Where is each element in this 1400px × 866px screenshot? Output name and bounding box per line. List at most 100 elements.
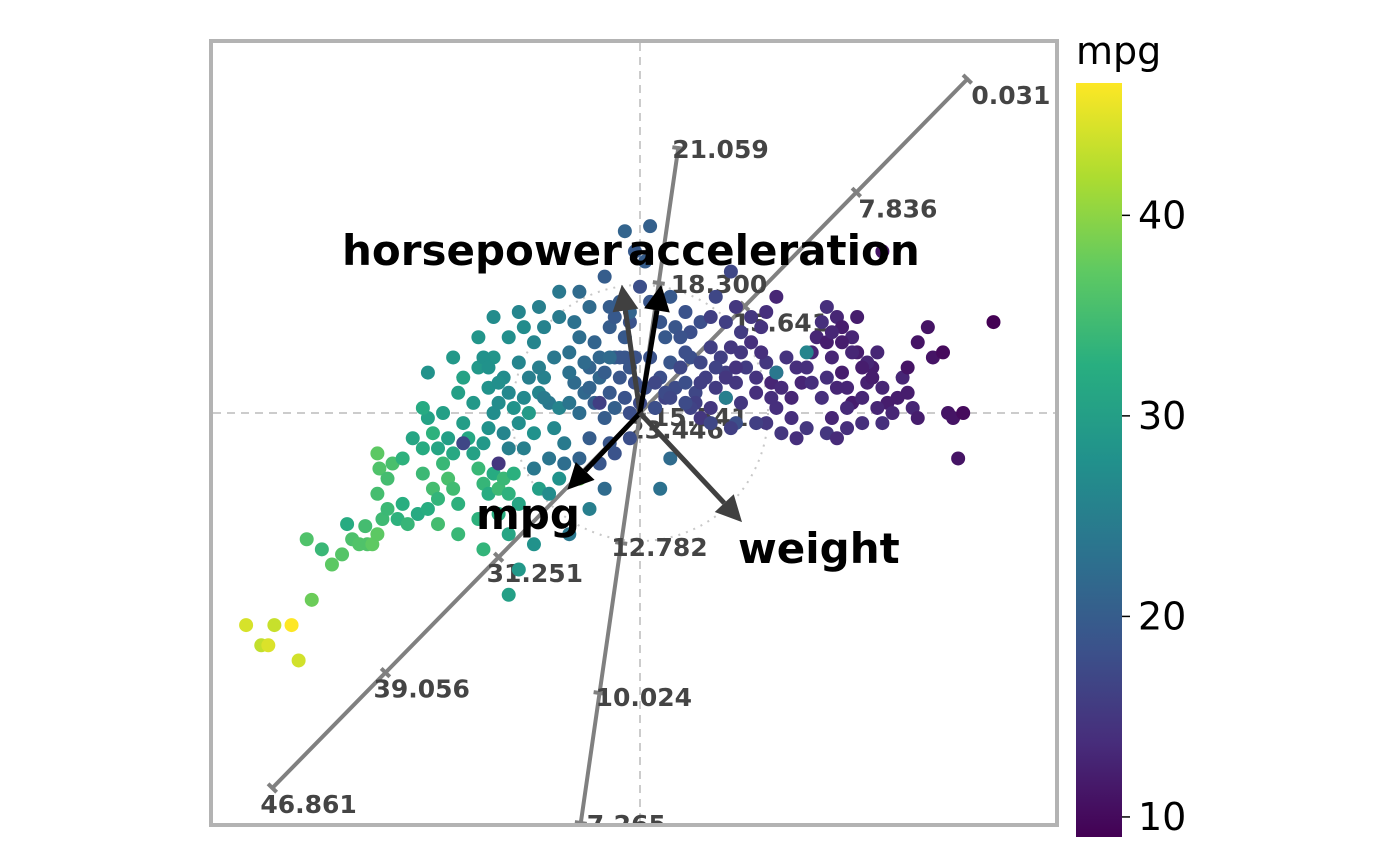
data-point <box>532 299 546 314</box>
data-point <box>572 330 587 345</box>
data-point <box>501 486 516 501</box>
mpg-axis-tick <box>850 186 863 198</box>
horsepower-vector-label: horsepower <box>342 226 622 275</box>
data-point <box>835 365 849 380</box>
data-point <box>284 618 299 633</box>
data-point <box>855 416 870 431</box>
data-point <box>587 335 602 350</box>
data-point <box>547 350 562 365</box>
data-point <box>744 335 759 350</box>
data-point <box>511 496 526 511</box>
data-point <box>521 370 536 385</box>
data-point <box>814 315 829 330</box>
mpg-axis-tick <box>492 551 505 563</box>
data-point <box>506 400 521 415</box>
data-point <box>678 395 693 410</box>
data-point <box>956 406 971 420</box>
data-point <box>239 618 254 633</box>
data-point <box>663 390 678 405</box>
weight-vector-label: weight <box>738 524 900 573</box>
data-point <box>547 421 562 436</box>
data-point <box>562 527 577 542</box>
data-point <box>582 380 597 395</box>
data-point <box>415 400 430 415</box>
horsepower-arrowhead <box>612 284 639 313</box>
data-point <box>703 400 718 415</box>
data-point <box>840 380 855 395</box>
data-point <box>774 426 789 441</box>
data-point <box>633 279 647 294</box>
data-point <box>779 350 794 365</box>
data-point <box>653 481 668 496</box>
data-point <box>335 547 350 562</box>
data-point <box>824 325 839 340</box>
data-point <box>627 244 642 259</box>
colorbar-title: mpg <box>1076 29 1161 73</box>
mpg-axis-tick <box>379 666 392 679</box>
data-point <box>526 426 541 441</box>
data-point <box>829 431 844 446</box>
data-point <box>799 421 814 436</box>
data-point <box>582 501 597 516</box>
data-point <box>875 244 890 259</box>
data-point <box>749 416 764 431</box>
data-point <box>951 451 966 466</box>
data-point <box>607 310 622 325</box>
data-point <box>648 400 663 415</box>
data-point <box>754 345 769 360</box>
data-point <box>693 355 708 370</box>
data-point <box>718 390 733 405</box>
data-point <box>708 380 723 395</box>
data-point <box>501 587 516 602</box>
data-point <box>840 421 855 436</box>
data-point <box>501 385 516 400</box>
acceleration-axis-tick <box>593 690 606 696</box>
data-point <box>481 421 496 436</box>
acceleration-vector-label: acceleration <box>628 226 920 275</box>
data-point <box>552 284 567 299</box>
data-point <box>511 562 526 577</box>
data-point <box>395 496 410 511</box>
data-point <box>617 224 632 239</box>
data-point <box>602 385 617 400</box>
data-point <box>678 345 693 360</box>
acceleration-axis-tick-label: 12.782 <box>611 533 707 562</box>
data-point <box>597 365 612 380</box>
data-point <box>441 431 456 446</box>
data-point <box>476 436 491 451</box>
data-point <box>607 400 622 415</box>
data-point <box>299 532 314 547</box>
data-point <box>602 350 617 365</box>
data-point <box>552 471 567 486</box>
data-point <box>486 310 501 325</box>
data-point <box>718 370 733 385</box>
data-point <box>819 299 834 314</box>
mpg-axis-tick-label: 0.031 <box>971 81 1050 110</box>
data-point <box>446 481 461 496</box>
data-point <box>511 416 526 431</box>
data-point <box>471 461 486 476</box>
colorbar-tick-label: 40 <box>1138 193 1186 237</box>
horsepower-loading-vector <box>622 310 643 414</box>
data-point <box>612 350 627 365</box>
data-point <box>845 345 860 360</box>
mpg-loading-vector <box>583 411 642 473</box>
data-point <box>380 471 395 486</box>
data-point <box>562 365 577 380</box>
data-point <box>885 406 900 420</box>
data-point <box>451 496 466 511</box>
acceleration-axis-tick-label: 10.024 <box>596 683 692 712</box>
data-point <box>436 456 451 471</box>
data-point <box>491 375 506 390</box>
data-point <box>774 380 789 395</box>
data-point <box>739 360 754 375</box>
colorbar-tick-label: 20 <box>1138 594 1186 638</box>
data-point <box>425 426 440 441</box>
data-point <box>799 360 814 375</box>
data-point <box>456 416 471 431</box>
data-point <box>324 557 339 572</box>
data-point <box>481 360 496 375</box>
data-point <box>537 320 552 335</box>
data-point <box>734 325 748 340</box>
data-point <box>678 375 693 390</box>
